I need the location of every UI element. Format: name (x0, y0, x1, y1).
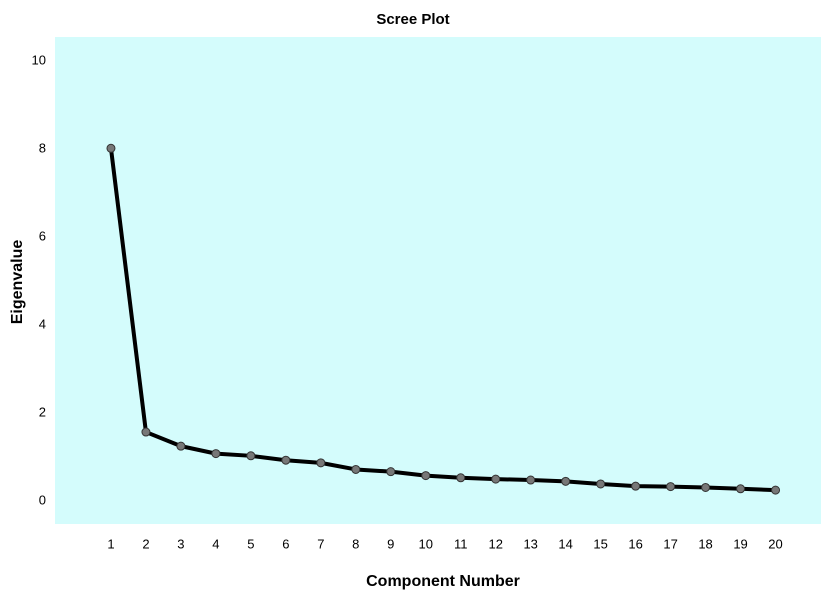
x-tick-label: 15 (593, 536, 607, 551)
point (562, 477, 570, 485)
point (422, 472, 430, 480)
point (387, 468, 395, 476)
point (527, 476, 535, 484)
x-tick-label: 18 (698, 536, 712, 551)
point (492, 475, 500, 483)
point (352, 465, 360, 473)
point (142, 428, 150, 436)
x-tick-label: 1 (107, 536, 114, 551)
x-tick-label: 13 (523, 536, 537, 551)
point (702, 483, 710, 491)
point (667, 483, 675, 491)
y-tick-label: 4 (39, 317, 46, 332)
x-tick-label: 3 (177, 536, 184, 551)
y-tick-label: 8 (39, 141, 46, 156)
y-tick-label: 0 (39, 493, 46, 508)
x-tick-label: 17 (663, 536, 677, 551)
x-tick-label: 16 (628, 536, 642, 551)
chart: Scree Plot Component Number Eigenvalue 0… (0, 0, 821, 593)
y-axis-label: Eigenvalue (9, 240, 26, 325)
chart-title: Scree Plot (376, 11, 449, 28)
x-tick-label: 7 (317, 536, 324, 551)
x-tick-label: 14 (558, 536, 572, 551)
x-tick-label: 8 (352, 536, 359, 551)
page: {"chart_data": {"type": "line", "title":… (0, 0, 821, 593)
x-tick-label: 6 (282, 536, 289, 551)
x-tick-label: 20 (768, 536, 782, 551)
point (772, 486, 780, 494)
y-tick-label: 2 (39, 405, 46, 420)
point (247, 452, 255, 460)
x-tick-label: 10 (419, 536, 433, 551)
point (457, 474, 465, 482)
plot-area (55, 37, 821, 524)
x-tick-label: 4 (212, 536, 219, 551)
point (107, 144, 115, 152)
x-tick-label: 9 (387, 536, 394, 551)
x-tick-label: 11 (454, 536, 468, 551)
y-tick-label: 10 (32, 53, 46, 68)
point (212, 450, 220, 458)
point (282, 456, 290, 464)
point (597, 480, 605, 488)
x-tick-label: 19 (733, 536, 747, 551)
x-tick-label: 12 (488, 536, 502, 551)
x-axis-label: Component Number (366, 573, 520, 590)
x-tick-label: 2 (142, 536, 149, 551)
y-tick-label: 6 (39, 229, 46, 244)
point (317, 459, 325, 467)
point (737, 485, 745, 493)
point (177, 442, 185, 450)
x-tick-label: 5 (247, 536, 254, 551)
point (632, 482, 640, 490)
